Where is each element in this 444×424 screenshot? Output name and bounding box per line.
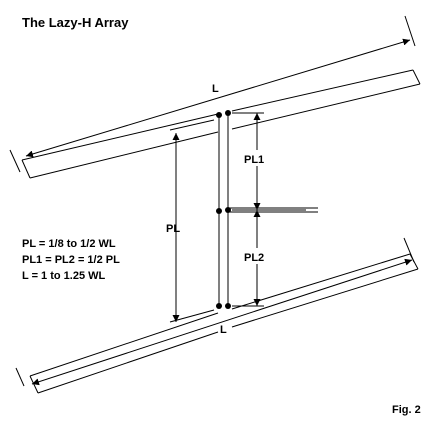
feed-line	[228, 207, 318, 213]
top-length-dimension	[25, 38, 411, 158]
connection-points	[216, 110, 231, 309]
note-spacing: PL = 1/8 to 1/2 WL	[22, 238, 116, 250]
note-length: L = 1 to 1.25 WL	[22, 270, 106, 282]
bottom-length-dimension	[31, 258, 413, 386]
figure-label: Fig. 2	[392, 404, 421, 416]
top-element	[9, 15, 421, 179]
spacing-dimension-extensions	[169, 119, 215, 323]
diagram-title: The Lazy-H Array	[22, 15, 129, 30]
upper-phase-label-bg	[242, 150, 272, 166]
lower-phase-label: PL2	[244, 252, 264, 264]
note-phase-lines: PL1 = PL2 = 1/2 PL	[22, 254, 120, 266]
top-length-label: L	[212, 83, 219, 95]
upper-phase-label: PL1	[244, 154, 264, 166]
spacing-label: PL	[166, 223, 180, 235]
lower-phase-label-bg	[242, 248, 272, 264]
phase-dimension-extensions	[232, 112, 306, 307]
bottom-length-label: L	[220, 324, 227, 336]
